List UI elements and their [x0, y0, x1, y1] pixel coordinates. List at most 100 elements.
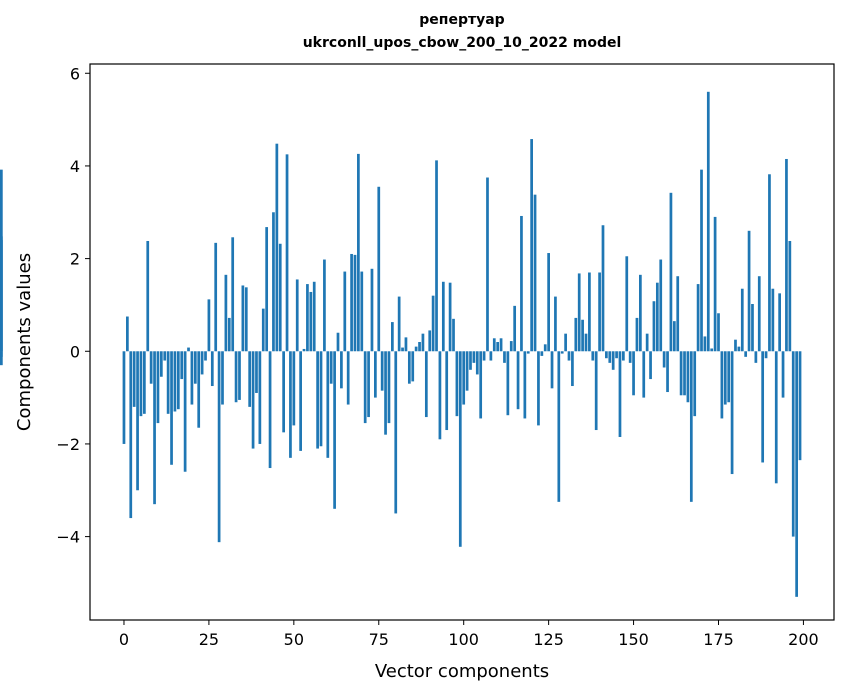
bar — [771, 288, 775, 352]
chart-title: репертуар — [419, 12, 505, 28]
bar — [696, 284, 700, 352]
bar — [717, 313, 720, 352]
bar — [676, 276, 680, 352]
x-axis-ticks: 0 25 50 75 100 125 150 175 200 — [119, 620, 819, 649]
bar — [513, 305, 517, 352]
bar — [435, 160, 438, 352]
bar — [622, 351, 625, 361]
chart-subtitle: ukrconll_upos_cbow_200_10_2022 model — [302, 35, 622, 51]
bar — [598, 272, 601, 352]
bar — [479, 351, 483, 419]
bar — [608, 351, 612, 363]
bar — [129, 351, 133, 519]
bar — [370, 268, 374, 352]
bar — [526, 351, 530, 354]
bar — [204, 351, 207, 361]
bar — [193, 351, 197, 384]
bar — [486, 177, 489, 352]
bar — [312, 281, 316, 352]
bar — [523, 351, 527, 419]
bar — [520, 215, 523, 352]
bar — [754, 351, 758, 363]
bar — [404, 337, 408, 352]
bar — [306, 284, 309, 352]
bar — [652, 301, 656, 352]
bar — [292, 351, 296, 426]
bar — [0, 169, 3, 352]
bar — [543, 344, 547, 352]
bar — [659, 259, 663, 352]
bar — [340, 351, 343, 389]
bar — [173, 351, 177, 412]
bar — [132, 351, 136, 407]
bar — [594, 351, 598, 431]
bar — [214, 242, 218, 352]
x-tick-label: 0 — [119, 630, 129, 649]
bar — [533, 194, 537, 352]
bar — [588, 272, 591, 352]
bar — [740, 288, 744, 352]
bar — [333, 351, 336, 509]
bar — [210, 351, 214, 387]
bar — [537, 351, 540, 426]
bar — [723, 351, 727, 405]
bar — [628, 351, 632, 363]
bar — [560, 351, 564, 354]
bar — [591, 351, 595, 361]
bar — [785, 158, 788, 352]
y-tick-label: −2 — [56, 435, 80, 454]
bar — [540, 351, 544, 356]
bar — [574, 317, 578, 352]
bar — [241, 285, 245, 352]
bar — [458, 351, 462, 547]
bar — [584, 333, 588, 352]
bar — [323, 259, 326, 352]
bar — [635, 317, 639, 352]
bar — [693, 351, 697, 417]
bar — [547, 253, 550, 352]
bar — [278, 243, 282, 352]
x-tick-label: 75 — [369, 630, 389, 649]
y-axis-ticks: −4 −2 0 2 4 6 — [56, 64, 90, 547]
x-tick-label: 200 — [788, 630, 819, 649]
bar — [605, 351, 608, 359]
bar — [424, 351, 428, 418]
bar — [197, 351, 201, 428]
bar — [757, 276, 761, 352]
x-tick-label: 175 — [703, 630, 734, 649]
bar — [625, 256, 629, 352]
bar — [319, 351, 323, 447]
bar — [156, 351, 160, 424]
bar — [557, 351, 561, 502]
bar — [774, 351, 778, 484]
bar — [255, 351, 258, 393]
bar — [394, 351, 398, 514]
bar — [469, 351, 472, 370]
bar — [170, 351, 173, 465]
x-tick-label: 25 — [199, 630, 219, 649]
bar — [407, 351, 411, 384]
bar — [122, 351, 126, 444]
bar — [268, 351, 272, 469]
bar — [183, 351, 187, 472]
bar — [713, 216, 717, 352]
bar — [496, 342, 500, 352]
bar — [706, 91, 710, 352]
bar — [530, 139, 533, 352]
x-tick-label: 150 — [618, 630, 649, 649]
bar — [329, 351, 333, 384]
y-tick-label: 4 — [70, 157, 80, 176]
bar — [299, 351, 302, 451]
bar — [632, 351, 635, 396]
y-axis-label: Components values — [14, 253, 35, 431]
bar — [353, 254, 357, 352]
bar — [159, 351, 163, 377]
bar — [136, 351, 139, 491]
bar — [662, 351, 666, 368]
bar — [221, 351, 224, 405]
bar — [166, 351, 170, 414]
bar — [781, 351, 785, 398]
bar — [482, 351, 486, 361]
bar — [139, 351, 143, 417]
bar — [367, 351, 370, 418]
